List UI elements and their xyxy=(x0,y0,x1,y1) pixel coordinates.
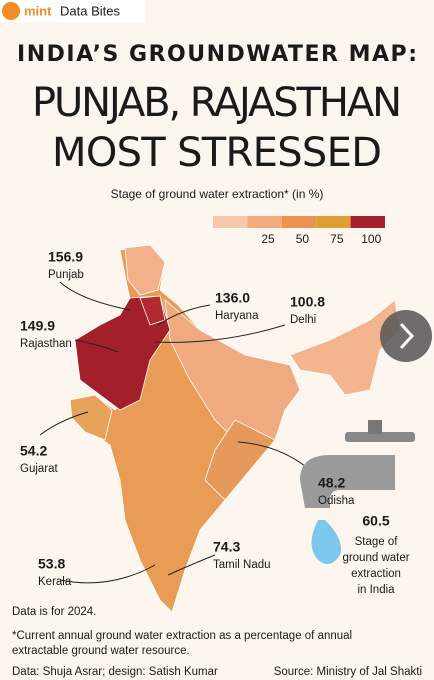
leader xyxy=(167,554,216,576)
annotation-value: 74.3 xyxy=(213,539,240,555)
annotation-label: Tamil Nadu xyxy=(213,559,271,571)
legend-swatch xyxy=(316,216,351,228)
annotation-label: Gujarat xyxy=(20,463,59,475)
legend-tick: 100 xyxy=(361,232,381,246)
annotation-value: 53.8 xyxy=(38,556,65,572)
leader xyxy=(59,564,156,584)
haryana-region xyxy=(139,295,166,326)
north-region xyxy=(124,244,166,296)
legend-swatch xyxy=(247,216,282,228)
annotation-value: 100.8 xyxy=(290,294,325,310)
annotation-value: 149.9 xyxy=(20,318,55,334)
odisha-region xyxy=(204,419,276,501)
india-label-line: Stage of xyxy=(355,536,399,548)
leaders xyxy=(39,281,311,584)
brand: mint xyxy=(24,3,52,18)
legend-swatch xyxy=(281,216,317,228)
rajasthan-region xyxy=(74,295,171,411)
header-bar xyxy=(0,0,145,22)
tap-icon xyxy=(300,420,415,564)
annotation-label: Punjab xyxy=(48,269,84,281)
source: Source: Ministry of Jal Shakti xyxy=(274,666,422,678)
leader xyxy=(154,324,286,343)
legend: 25 50 75 100 xyxy=(213,216,385,246)
annotation-label: Delhi xyxy=(290,314,316,326)
annotation-label: Haryana xyxy=(215,310,259,322)
annotation-label: Rajasthan xyxy=(20,338,72,350)
annotation-value: 48.2 xyxy=(318,475,345,491)
next-arrow xyxy=(399,322,415,350)
title-line: INDIA’S GROUNDWATER MAP: xyxy=(17,42,417,67)
india-label-line: extraction xyxy=(351,568,401,580)
india-label: Stage of ground water extraction in India xyxy=(342,536,409,596)
annotation-label: Kerala xyxy=(38,576,72,588)
annotation-value: 54.2 xyxy=(20,443,47,459)
legend-swatch xyxy=(213,216,248,228)
leader xyxy=(59,281,131,311)
india-value: 60.5 xyxy=(362,513,389,529)
section: Data Bites xyxy=(60,3,120,18)
annotations: 156.9 Punjab 136.0 Haryana 100.8 Delhi 149.9 Ra… xyxy=(20,249,355,588)
next-button[interactable] xyxy=(380,310,432,362)
annotation-value: 156.9 xyxy=(48,249,83,265)
legend-tick: 25 xyxy=(261,232,275,246)
logo xyxy=(2,2,20,20)
annotation-label: Odisha xyxy=(318,495,355,507)
credit: Data: Shuja Asrar; design: Satish Kumar xyxy=(12,666,218,678)
leader xyxy=(157,304,211,326)
india-label-line: ground water xyxy=(342,552,409,564)
map xyxy=(69,244,401,613)
legend-title: Stage of ground water extraction* (in %) xyxy=(111,187,324,201)
india-label-line: in India xyxy=(357,584,395,596)
annotation-value: 136.0 xyxy=(215,290,250,306)
leader xyxy=(74,339,119,353)
northeast-region xyxy=(289,299,401,396)
title-line: PUNJAB, RAJASTHAN xyxy=(32,80,402,126)
footnote: *Current annual ground water extraction … xyxy=(12,630,352,642)
legend-tick: 75 xyxy=(330,232,344,246)
central-east-region xyxy=(164,299,301,446)
title-line: MOST STRESSED xyxy=(52,130,382,176)
year-note: Data is for 2024. xyxy=(12,606,96,618)
leader xyxy=(39,411,89,436)
footnote: extractable ground water resource. xyxy=(12,645,190,657)
legend-swatch xyxy=(350,216,385,228)
gujarat-region xyxy=(69,394,113,441)
legend-tick: 50 xyxy=(296,232,310,246)
